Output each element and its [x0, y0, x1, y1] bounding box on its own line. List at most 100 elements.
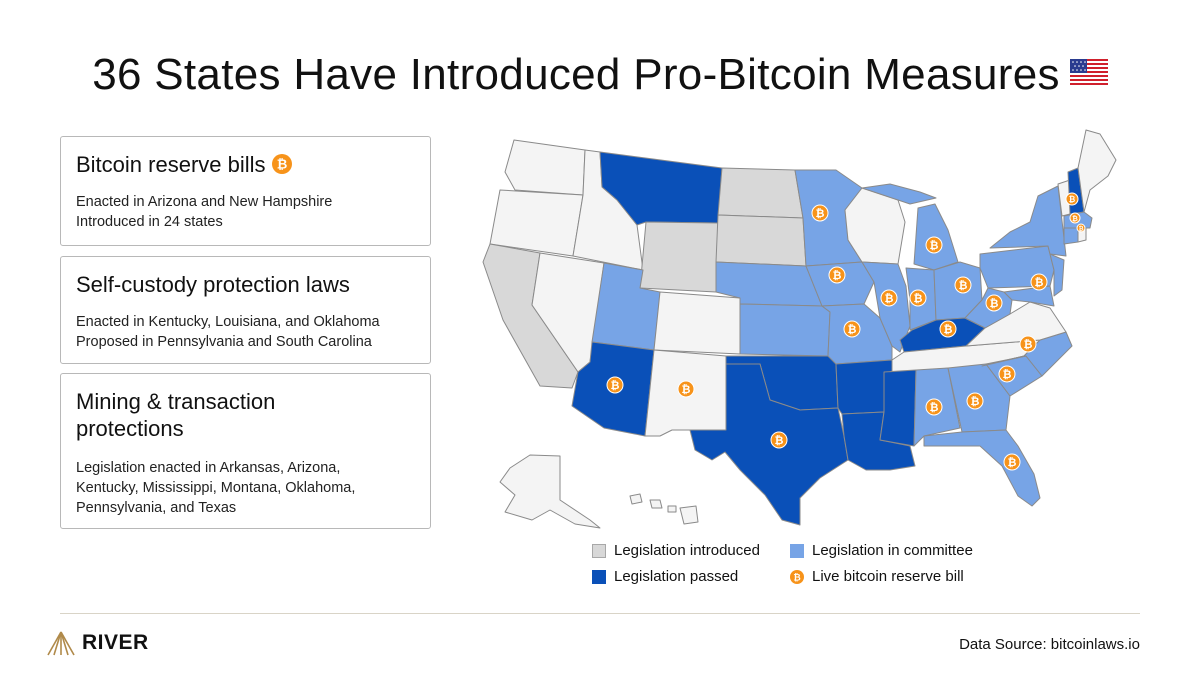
us-flag-icon: [1069, 59, 1108, 85]
svg-text:₿: ₿: [930, 402, 939, 414]
svg-text:₿: ₿: [775, 435, 784, 447]
state-maine: [1077, 129, 1117, 213]
reserve-bill-markers: ₿ ₿ ₿ ₿ ₿ ₿ ₿ ₿ ₿ ₿ ₿ ₿ ₿ ₿ ₿ ₿ ₿ ₿ ₿ ₿ …: [606, 192, 1086, 471]
bitcoin-icon: ₿: [271, 154, 292, 174]
bitcoin-icon: ₿: [985, 294, 1003, 312]
card-heading: Bitcoin reserve bills ₿: [76, 151, 415, 178]
state-michigan-upper: [861, 183, 937, 205]
card-heading-text: Bitcoin reserve bills: [76, 152, 266, 177]
bitcoin-icon: ₿: [925, 236, 943, 254]
card-line: Legislation enacted in Arkansas, Arizona…: [76, 460, 341, 476]
svg-text:₿: ₿: [914, 293, 923, 305]
footer-divider: [60, 613, 1140, 614]
card-line: Pennsylvania, and Texas: [76, 500, 237, 516]
card-line: Proposed in Pennsylvania and South Carol…: [76, 334, 372, 350]
legend-label: Legislation introduced: [614, 542, 760, 559]
state-mississippi: [879, 369, 917, 447]
river-logo-icon: [47, 631, 75, 656]
svg-text:₿: ₿: [1069, 195, 1076, 204]
bitcoin-icon: ₿: [811, 204, 829, 222]
svg-text:₿: ₿: [990, 298, 999, 310]
state-north-carolina: [981, 331, 1073, 377]
bitcoin-icon: ₿: [880, 289, 898, 307]
card-line: Introduced in 24 states: [76, 214, 223, 230]
state-washington: [504, 139, 586, 196]
svg-text:₿: ₿: [971, 396, 980, 408]
state-new-jersey: [1049, 253, 1065, 297]
svg-text:₿: ₿: [276, 157, 287, 172]
legend-label: Legislation passed: [614, 568, 739, 585]
svg-text:₿: ₿: [885, 293, 894, 305]
data-source: Data Source: bitcoinlaws.io: [959, 636, 1140, 653]
svg-text:₿: ₿: [1035, 277, 1044, 289]
card-line: Enacted in Kentucky, Louisiana, and Okla…: [76, 314, 380, 330]
bitcoin-icon: ₿: [770, 431, 788, 449]
bitcoin-icon: ₿: [966, 392, 984, 410]
card-self-custody: Self-custody protection laws Enacted in …: [60, 256, 431, 364]
legend-label: Live bitcoin reserve bill: [812, 568, 964, 585]
state-north-dakota: [717, 167, 804, 219]
svg-text:₿: ₿: [833, 270, 842, 282]
river-logo: RIVER: [46, 630, 149, 656]
bitcoin-icon: ₿: [677, 380, 695, 398]
card-line: Enacted in Arizona and New Hampshire: [76, 194, 333, 210]
state-illinois: [861, 261, 911, 353]
bitcoin-icon: ₿: [843, 320, 861, 338]
river-logo-text: RIVER: [82, 631, 149, 654]
page-title-text: 36 States Have Introduced Pro-Bitcoin Me…: [92, 50, 1060, 99]
legend-swatch: [790, 543, 804, 558]
svg-text:₿: ₿: [1024, 339, 1033, 351]
bitcoin-icon: ₿: [828, 266, 846, 284]
legend-label: Legislation in committee: [812, 542, 973, 559]
card-line: Kentucky, Mississippi, Montana, Oklahoma…: [76, 480, 356, 496]
bitcoin-icon: ₿: [606, 376, 624, 394]
svg-text:₿: ₿: [611, 380, 620, 392]
card-mining-transaction: Mining & transaction protections Legisla…: [60, 373, 431, 529]
bitcoin-icon: ₿: [790, 569, 804, 584]
bitcoin-icon: ₿: [998, 365, 1016, 383]
svg-text:₿: ₿: [848, 324, 857, 336]
bitcoin-icon: ₿: [1065, 192, 1079, 206]
svg-text:₿: ₿: [1008, 457, 1017, 469]
svg-text:₿: ₿: [930, 240, 939, 252]
state-kansas: [739, 303, 831, 357]
bitcoin-icon: ₿: [1019, 335, 1037, 353]
svg-text:₿: ₿: [1079, 226, 1084, 233]
svg-text:₿: ₿: [682, 384, 691, 396]
bitcoin-icon: ₿: [1003, 453, 1021, 471]
svg-text:₿: ₿: [1003, 369, 1012, 381]
page-title: 36 States Have Introduced Pro-Bitcoin Me…: [0, 50, 1200, 100]
state-texas: [689, 363, 849, 526]
bitcoin-icon: ₿: [939, 320, 957, 338]
state-new-york: [989, 185, 1067, 257]
svg-text:₿: ₿: [959, 280, 968, 292]
card-reserve-bills: Bitcoin reserve bills ₿ Enacted in Arizon…: [60, 136, 431, 246]
legend-swatch: [592, 543, 606, 558]
us-states-map: ₿ ₿ ₿ ₿ ₿ ₿ ₿ ₿ ₿ ₿ ₿ ₿ ₿ ₿ ₿ ₿ ₿ ₿ ₿ ₿ …: [482, 129, 1117, 529]
bitcoin-icon: ₿: [1076, 223, 1086, 233]
state-south-dakota: [715, 214, 807, 267]
state-iowa: [805, 261, 875, 307]
bitcoin-icon: ₿: [954, 276, 972, 294]
legend-passed: Legislation passed: [592, 568, 738, 585]
bitcoin-icon: ₿: [925, 398, 943, 416]
card-heading: Self-custody protection laws: [76, 272, 350, 297]
state-connecticut: [1063, 227, 1079, 245]
bitcoin-icon: ₿: [1069, 212, 1081, 224]
card-heading-line: protections: [76, 416, 184, 441]
svg-text:₿: ₿: [944, 324, 953, 336]
state-alaska: [499, 454, 601, 529]
bitcoin-icon: ₿: [909, 289, 927, 307]
state-florida: [923, 429, 1041, 507]
legend-swatch: [592, 569, 606, 584]
state-hawaii: [629, 493, 699, 525]
bitcoin-icon: ₿: [1030, 273, 1048, 291]
legend-reserve: ₿ Live bitcoin reserve bill: [790, 568, 964, 585]
legend-committee: Legislation in committee: [790, 542, 973, 559]
legend-introduced: Legislation introduced: [592, 542, 760, 559]
svg-text:₿: ₿: [1072, 215, 1078, 223]
state-colorado: [653, 291, 741, 355]
svg-text:₿: ₿: [816, 208, 825, 220]
card-heading-line: Mining & transaction: [76, 389, 276, 414]
svg-text:₿: ₿: [793, 572, 800, 582]
